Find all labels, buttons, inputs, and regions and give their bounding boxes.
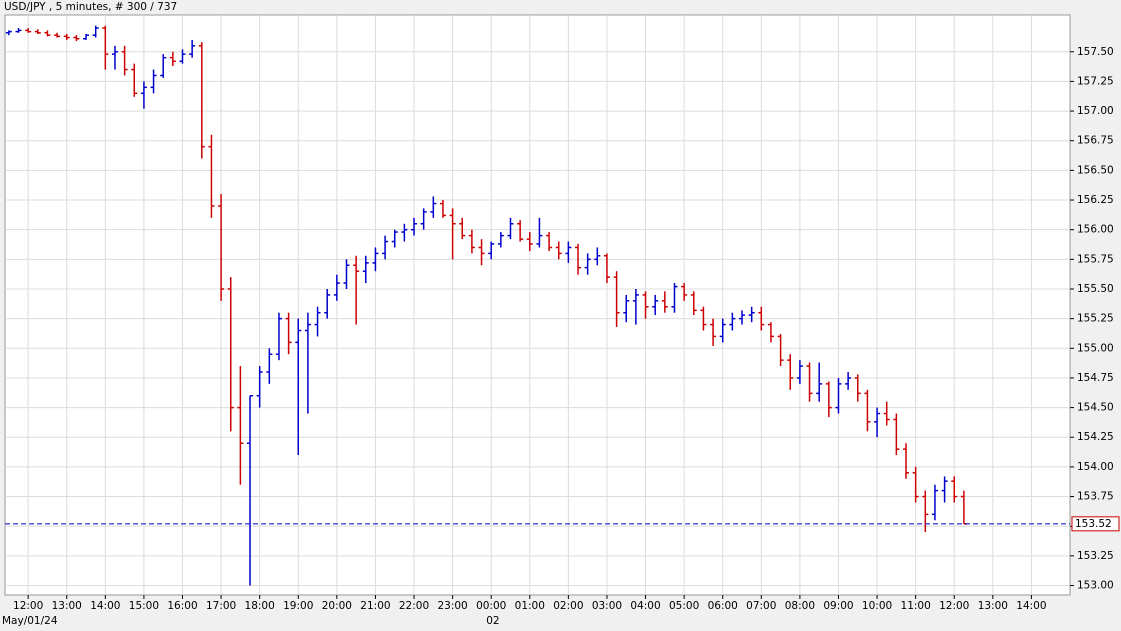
- x-tick-label: 16:00: [167, 600, 197, 612]
- x-tick-label: 05:00: [669, 600, 699, 612]
- x-tick-label: 09:00: [823, 600, 853, 612]
- y-tick-label: 155.25: [1077, 313, 1114, 325]
- y-tick-label: 154.00: [1077, 461, 1114, 473]
- x-tick-label: 11:00: [901, 600, 931, 612]
- x-tick-label: 10:00: [862, 600, 892, 612]
- y-tick-label: 155.75: [1077, 253, 1114, 265]
- x-tick-label: 06:00: [708, 600, 738, 612]
- x-tick-label: 08:00: [785, 600, 815, 612]
- x-tick-label: 17:00: [206, 600, 236, 612]
- x-tick-label: 15:00: [129, 600, 159, 612]
- x-tick-label: 01:00: [515, 600, 545, 612]
- x-tick-label: 13:00: [978, 600, 1008, 612]
- x-tick-label: 03:00: [592, 600, 622, 612]
- x-tick-label: 07:00: [746, 600, 776, 612]
- x-tick-label: 04:00: [630, 600, 660, 612]
- y-tick-label: 157.25: [1077, 75, 1114, 87]
- last-price-box: [1071, 516, 1120, 532]
- x-tick-label: 23:00: [437, 600, 467, 612]
- y-tick-label: 153.00: [1077, 580, 1114, 592]
- y-tick-label: 153.25: [1077, 550, 1114, 562]
- last-price-label: 153.52: [1075, 518, 1112, 530]
- y-tick-label: 156.75: [1077, 135, 1114, 147]
- y-tick-label: 154.50: [1077, 402, 1114, 414]
- y-tick-label: 156.25: [1077, 194, 1114, 206]
- date-label: May/01/24: [2, 615, 58, 627]
- y-tick-label: 153.75: [1077, 491, 1114, 503]
- y-tick-label: 154.75: [1077, 372, 1114, 384]
- x-tick-label: 14:00: [90, 600, 120, 612]
- y-tick-label: 154.25: [1077, 431, 1114, 443]
- y-tick-label: 155.50: [1077, 283, 1114, 295]
- x-tick-label: 19:00: [283, 600, 313, 612]
- y-tick-label: 157.00: [1077, 105, 1114, 117]
- x-tick-label: 20:00: [322, 600, 352, 612]
- x-tick-label: 22:00: [399, 600, 429, 612]
- x-tick-label: 12:00: [13, 600, 43, 612]
- date-label: 02: [486, 615, 499, 627]
- x-tick-label: 18:00: [245, 600, 275, 612]
- chart-title: USD/JPY , 5 minutes, # 300 / 737: [4, 1, 177, 13]
- y-tick-label: 155.00: [1077, 342, 1114, 354]
- x-tick-label: 13:00: [52, 600, 82, 612]
- plot-area: [4, 14, 1071, 596]
- x-tick-label: 12:00: [939, 600, 969, 612]
- x-tick-label: 21:00: [360, 600, 390, 612]
- y-tick-label: 156.00: [1077, 224, 1114, 236]
- y-tick-label: 157.50: [1077, 46, 1114, 58]
- x-tick-label: 00:00: [476, 600, 506, 612]
- x-tick-label: 02:00: [553, 600, 583, 612]
- y-tick-label: 156.50: [1077, 164, 1114, 176]
- x-tick-label: 14:00: [1016, 600, 1046, 612]
